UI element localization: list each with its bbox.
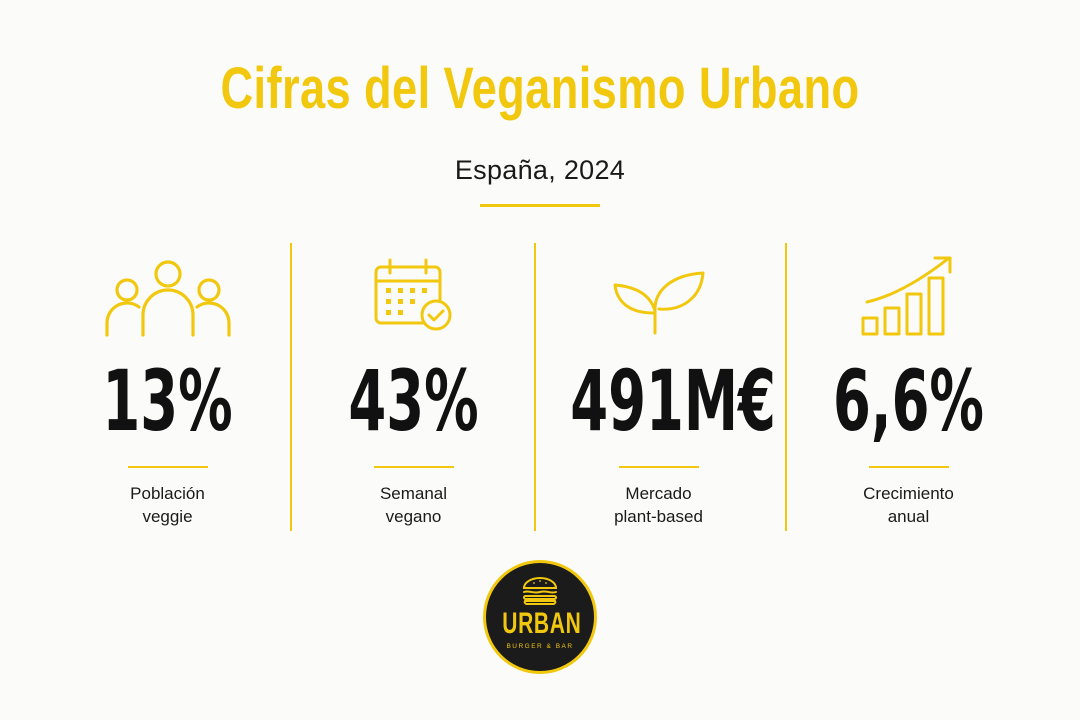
column-divider	[785, 243, 787, 531]
column-divider	[534, 243, 536, 531]
burger-icon	[522, 577, 558, 605]
stat-underline	[618, 466, 699, 468]
stat-underline	[127, 466, 208, 468]
subtitle-underline	[480, 204, 600, 207]
logo-tagline: BURGER & BAR	[506, 643, 574, 650]
logo-brand-name: URBAN	[502, 607, 582, 640]
stat-value: 6,6%	[833, 352, 984, 450]
page-subtitle: España, 2024	[454, 155, 626, 185]
stat-label: Crecimiento anual	[863, 484, 954, 526]
stat-value: 43%	[348, 352, 479, 450]
growth-chart-icon	[786, 250, 1031, 340]
stat-card-mercado: 491M€ Mercado plant-based	[536, 250, 781, 528]
page-title: Cifras del Veganismo Urbano	[220, 56, 860, 121]
calendar-check-icon	[291, 250, 536, 340]
people-group-icon	[45, 250, 290, 340]
stat-card-semanal: 43% Semanal vegano	[291, 250, 536, 528]
brand-logo: URBAN BURGER & BAR	[483, 560, 597, 674]
stat-label: Población veggie	[130, 484, 205, 526]
stat-value: 13%	[102, 352, 233, 450]
stat-card-crecimiento: 6,6% Crecimiento anual	[786, 250, 1031, 528]
stat-underline	[373, 466, 454, 468]
column-divider	[290, 243, 292, 531]
stat-value: 491M€	[570, 352, 776, 450]
stat-underline	[868, 466, 949, 468]
plant-sprout-icon	[536, 250, 781, 340]
stat-card-poblacion: 13% Población veggie	[45, 250, 290, 528]
stat-label: Semanal vegano	[379, 484, 448, 526]
stat-label: Mercado plant-based	[614, 484, 703, 526]
